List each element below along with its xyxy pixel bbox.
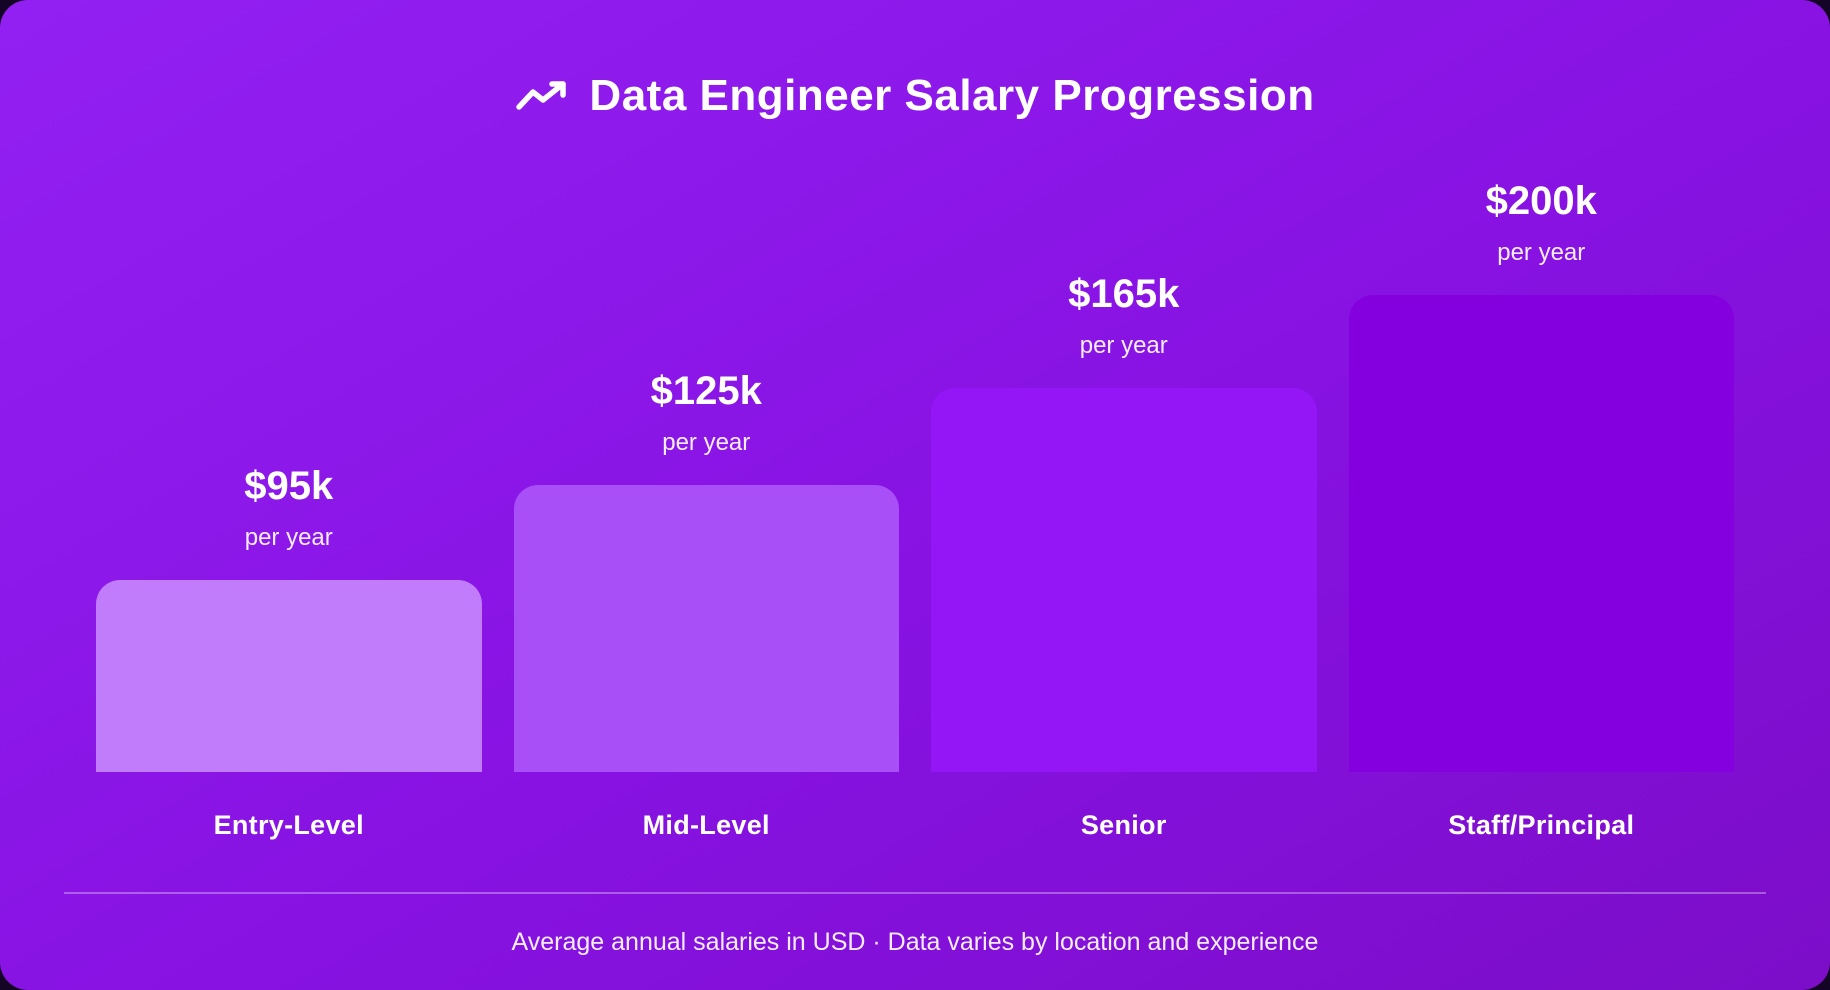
value-label: $165k [1068,272,1180,316]
bar-column-senior: $165k per year [931,274,1317,772]
category-label-senior: Senior [1080,810,1167,840]
bar-mid-level [513,485,899,772]
page-title: Data Engineer Salary Progression [589,71,1315,120]
category-label-entry-level: Entry-Level [213,810,364,840]
value-sublabel: per year [1497,239,1586,266]
value-sublabel: per year [1079,332,1168,359]
footer-divider [64,892,1766,894]
bar-entry-level [96,580,482,772]
value-label: $95k [244,464,334,508]
bar-senior [931,388,1317,772]
category-label-mid-level: Mid-Level [642,810,770,840]
value-sublabel: per year [244,524,333,551]
category-axis: Entry-Level Mid-Level Senior Staff/Princ… [96,772,1734,841]
bar-column-staff-principal: $200k per year [1348,179,1734,772]
bar-chart: $95k per year $125k per year $165k per y… [96,0,1734,772]
bar-column-entry-level: $95k per year [96,466,482,772]
footer-note: Average annual salaries in USD · Data va… [511,928,1319,956]
value-sublabel: per year [662,429,751,456]
bar-staff-principal [1348,295,1734,772]
category-label-staff-principal: Staff/Principal [1448,810,1635,840]
bar-column-mid-level: $125k per year [513,369,899,772]
value-label: $125k [650,369,762,413]
header: Data Engineer Salary Progression [0,71,1830,120]
trending-up-icon [515,79,569,113]
value-label: $200k [1485,179,1597,223]
